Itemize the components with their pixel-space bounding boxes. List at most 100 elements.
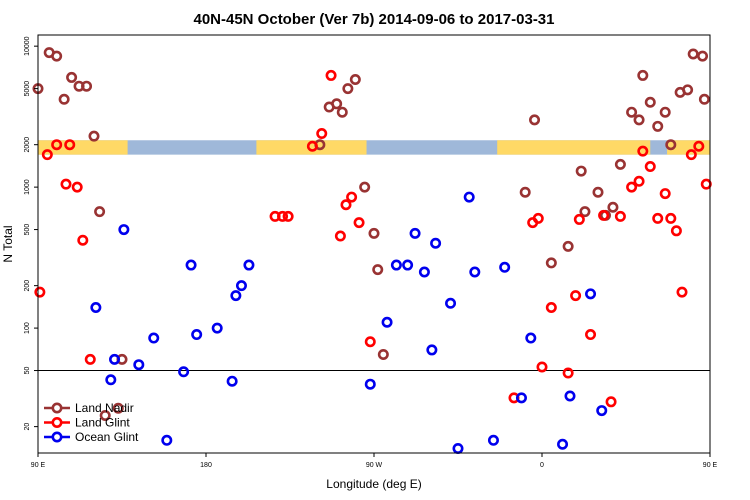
- point-land-glint: [700, 178, 712, 190]
- legend-marker-land-glint: [51, 416, 63, 428]
- point-land-glint: [605, 396, 617, 408]
- point-land-glint: [685, 149, 697, 161]
- point-land-nadir: [562, 240, 574, 252]
- point-ocean-glint: [381, 316, 393, 328]
- point-land-glint: [665, 212, 677, 224]
- point-ocean-glint: [118, 224, 130, 236]
- point-ocean-glint: [133, 359, 145, 371]
- point-land-glint: [77, 234, 89, 246]
- point-land-glint: [334, 230, 346, 242]
- point-ocean-glint: [364, 378, 376, 390]
- point-land-glint: [644, 161, 656, 173]
- point-ocean-glint: [148, 332, 160, 344]
- point-ocean-glint: [463, 191, 475, 203]
- point-land-glint: [364, 336, 376, 348]
- point-ocean-glint: [564, 390, 576, 402]
- y-tick-label: 5000: [24, 81, 31, 97]
- point-land-glint: [693, 140, 705, 152]
- point-land-glint: [84, 353, 96, 365]
- point-land-nadir: [336, 106, 348, 118]
- point-land-nadir: [372, 264, 384, 276]
- point-ocean-glint: [418, 266, 430, 278]
- point-ocean-glint: [185, 259, 197, 271]
- legend-marker-ocean-glint: [51, 431, 63, 443]
- point-land-glint: [346, 191, 358, 203]
- point-ocean-glint: [585, 288, 597, 300]
- point-land-glint: [316, 128, 328, 140]
- y-axis-ticks: 20 50 100 200 500 1000 2000 5000 10000: [24, 36, 38, 431]
- y-tick-label: 1000: [24, 179, 31, 195]
- point-ocean-glint: [426, 344, 438, 356]
- x-tick-label: 90 E: [31, 462, 46, 469]
- point-ocean-glint: [235, 280, 247, 292]
- point-land-glint: [325, 69, 337, 81]
- y-axis-label: N Total: [1, 225, 15, 262]
- point-land-nadir: [633, 114, 645, 126]
- point-land-nadir: [359, 181, 371, 193]
- point-ocean-glint: [557, 438, 569, 450]
- x-axis-label: Longitude (deg E): [326, 477, 421, 491]
- x-tick-label: 90 E: [703, 462, 718, 469]
- point-land-nadir: [58, 93, 70, 105]
- legend-marker-land-nadir: [51, 402, 63, 414]
- point-land-glint: [34, 286, 46, 298]
- land-band-segment: [256, 140, 367, 155]
- point-ocean-glint: [596, 405, 608, 417]
- point-land-nadir: [637, 69, 649, 81]
- y-tick-label: 2000: [24, 137, 31, 153]
- y-tick-label: 50: [24, 367, 31, 375]
- point-land-nadir: [519, 186, 531, 198]
- point-land-nadir: [112, 402, 124, 414]
- point-ocean-glint: [499, 261, 511, 273]
- point-land-nadir: [687, 48, 699, 60]
- legend-label-land-glint: Land Glint: [75, 416, 130, 430]
- surface-type-band: [38, 140, 710, 155]
- point-land-nadir: [545, 257, 557, 269]
- point-land-glint: [64, 139, 76, 151]
- point-land-glint: [614, 210, 626, 222]
- point-land-nadir: [592, 186, 604, 198]
- point-land-nadir: [626, 106, 638, 118]
- point-land-nadir: [682, 84, 694, 96]
- point-land-nadir: [377, 348, 389, 360]
- point-land-nadir: [614, 158, 626, 170]
- point-land-nadir: [342, 83, 354, 95]
- point-land-glint: [562, 367, 574, 379]
- point-ocean-glint: [230, 290, 242, 302]
- point-land-glint: [41, 149, 53, 161]
- point-ocean-glint: [191, 329, 203, 341]
- point-ocean-glint: [487, 434, 499, 446]
- point-ocean-glint: [105, 374, 117, 386]
- chart-title: 40N-45N October (Ver 7b) 2014-09-06 to 2…: [193, 11, 554, 28]
- point-land-glint: [277, 210, 289, 222]
- point-land-glint: [659, 188, 671, 200]
- point-ocean-glint: [243, 259, 255, 271]
- point-land-nadir: [575, 165, 587, 177]
- point-ocean-glint: [390, 259, 402, 271]
- point-ocean-glint: [402, 259, 414, 271]
- point-land-nadir: [652, 120, 664, 132]
- point-land-nadir: [349, 74, 361, 86]
- point-land-nadir: [51, 50, 63, 62]
- data-points: [32, 47, 712, 454]
- y-tick-label: 10000: [24, 36, 31, 56]
- point-land-glint: [652, 212, 664, 224]
- y-tick-label: 20: [24, 423, 31, 431]
- point-land-glint: [573, 213, 585, 225]
- legend-label-ocean-glint: Ocean Glint: [75, 430, 139, 444]
- point-land-nadir: [81, 80, 93, 92]
- point-land-glint: [60, 178, 72, 190]
- point-land-nadir: [94, 206, 106, 218]
- point-ocean-glint: [409, 227, 421, 239]
- point-ocean-glint: [226, 375, 238, 387]
- point-land-glint: [51, 139, 63, 151]
- point-land-glint: [570, 290, 582, 302]
- point-land-nadir: [697, 50, 709, 62]
- point-land-glint: [340, 199, 352, 211]
- point-ocean-glint: [109, 353, 121, 365]
- point-land-nadir: [607, 201, 619, 213]
- point-ocean-glint: [161, 434, 173, 446]
- land-band-segment: [497, 140, 651, 155]
